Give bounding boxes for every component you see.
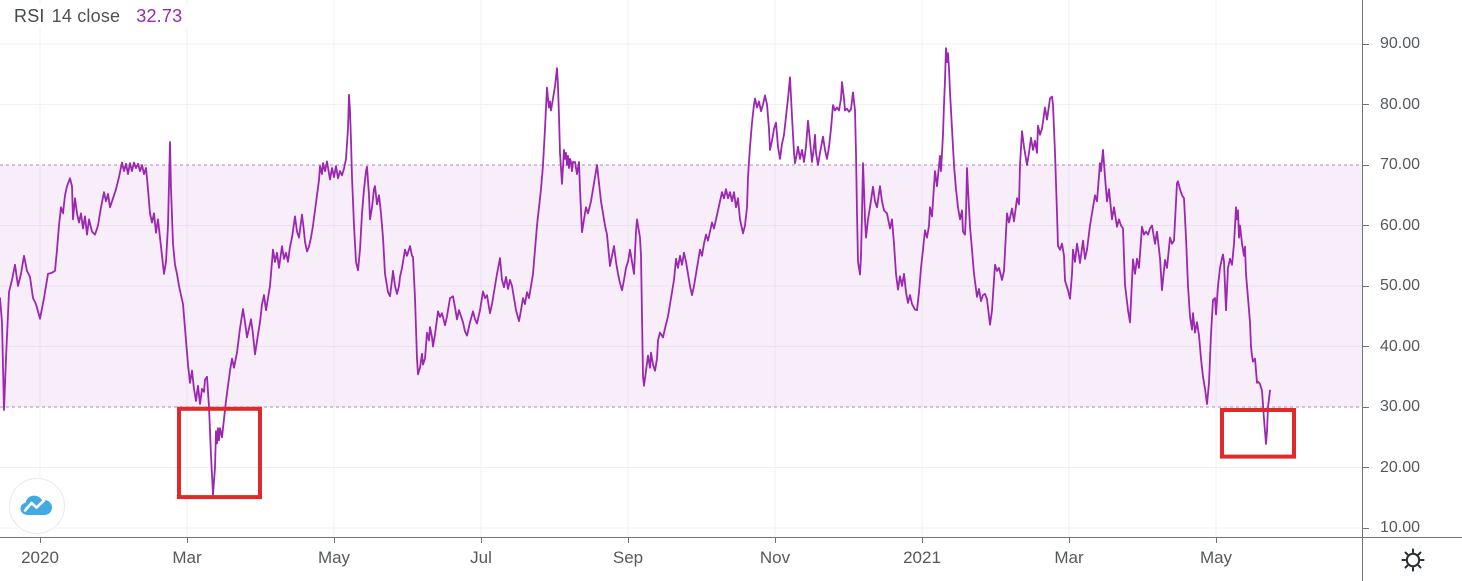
price-scale-label: 60.00 [1380,216,1421,234]
time-scale-tick [187,538,188,543]
time-scale-tick [481,538,482,543]
time-scale-separator [0,537,1462,538]
price-scale-tick [1363,527,1369,529]
chart-plot-area[interactable] [0,0,1362,537]
brand-logo[interactable] [9,478,65,534]
time-scale-tick [1069,538,1070,543]
price-scale-label: 30.00 [1380,398,1421,415]
time-scale-tick [775,538,776,543]
time-scale-label: 2021 [903,548,941,567]
time-scale-tick [40,538,41,543]
time-scale-label: Mar [1054,548,1084,567]
cloud-chart-icon [20,495,52,515]
time-scale-label: May [1199,548,1233,567]
price-scale-tick [1363,43,1369,45]
price-scale-tick [1363,104,1369,105]
price-scale-tick [1363,225,1369,226]
price-scale[interactable]: 90.00 80.00 70.00 60.00 50.00 40.00 30.00 20.00… [1363,0,1462,537]
time-scale-label: 2020 [21,548,59,567]
price-scale-tick [1363,346,1369,347]
indicator-params: 14 close [51,6,121,26]
price-scale-label: 90.00 [1380,35,1421,52]
time-scale-label: May [317,548,351,567]
rsi-chart-canvas[interactable] [0,0,1362,537]
time-scale-label: Nov [759,548,791,567]
time-scale-settings-button[interactable] [1363,538,1462,581]
highlight-rectangle [177,406,262,500]
time-scale-tick [334,538,335,543]
time-scale-tick [922,538,923,543]
price-scale-label: 20.00 [1380,458,1421,476]
price-scale-label: 70.00 [1380,156,1421,173]
price-scale-label: 40.00 [1380,337,1421,355]
price-scale-separator [1362,0,1363,581]
time-scale-label: Jul [470,548,492,567]
indicator-name: RSI [14,6,45,26]
time-scale-label: Mar [172,548,202,567]
time-scale-tick [628,538,629,543]
price-scale-label: 10.00 [1380,519,1421,536]
price-scale-tick [1363,406,1369,408]
highlight-rectangle [1220,408,1296,459]
price-scale-label: 80.00 [1380,95,1421,113]
price-scale-tick [1363,164,1369,166]
time-scale-label: Sep [612,548,644,567]
gear-icon [1400,547,1425,572]
time-scale-tick [1216,538,1217,543]
price-scale-tick [1363,285,1369,287]
price-scale-tick [1363,467,1369,468]
indicator-value: 32.73 [136,6,183,26]
indicator-legend[interactable]: RSI 14 close 32.73 [13,5,189,29]
time-scale[interactable]: 2020 Mar May Jul Sep Nov 2021 Mar May [0,538,1362,581]
price-scale-label: 50.00 [1380,277,1421,294]
